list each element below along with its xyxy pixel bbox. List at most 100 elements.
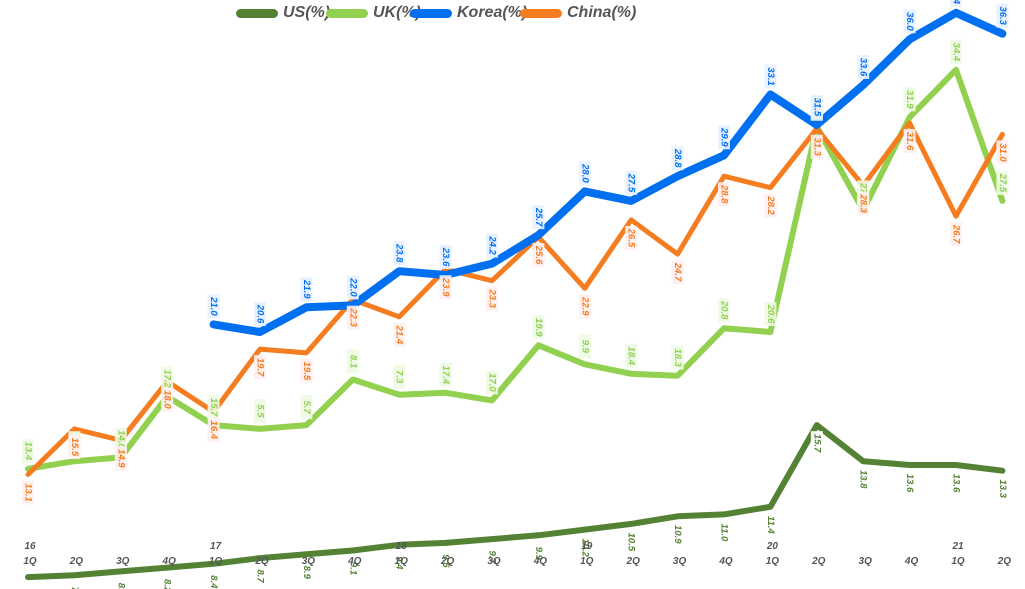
svg-text:31.6: 31.6 bbox=[904, 132, 915, 151]
data-label-china-11: 25.6 bbox=[532, 243, 545, 267]
data-label-korea-7: 22.0 bbox=[346, 275, 359, 300]
data-label-uk-13: 18.4 bbox=[625, 343, 638, 368]
data-label-china-15: 28.8 bbox=[718, 182, 730, 207]
data-label-korea-19: 36.0 bbox=[903, 9, 916, 34]
x-tick-quarter-5: 2Q bbox=[254, 556, 269, 567]
svg-text:10.2: 10.2 bbox=[579, 538, 590, 557]
data-label-china-12: 22.9 bbox=[578, 294, 591, 319]
svg-text:28.2: 28.2 bbox=[765, 195, 776, 215]
data-label-korea-20: 37.4 bbox=[950, 0, 962, 7]
data-label-china-14: 24.7 bbox=[671, 260, 684, 285]
svg-text:9.9: 9.9 bbox=[579, 340, 590, 354]
series-line-uk bbox=[25, 66, 1006, 472]
data-label-us-0: 7.7 bbox=[22, 583, 34, 589]
x-tick-quarter-9: 2Q bbox=[440, 556, 455, 567]
data-label-korea-18: 33.6 bbox=[857, 55, 870, 79]
data-label-korea-12: 28.0 bbox=[578, 161, 591, 186]
svg-text:13.3: 13.3 bbox=[997, 479, 1008, 498]
data-label-us-19: 13.6 bbox=[903, 471, 916, 495]
data-label-korea-5: 20.6 bbox=[254, 302, 266, 326]
svg-text:23.8: 23.8 bbox=[394, 243, 405, 263]
svg-text:28.3: 28.3 bbox=[858, 193, 869, 213]
data-label-korea-6: 21.9 bbox=[300, 277, 313, 302]
data-label-us-18: 13.8 bbox=[857, 467, 870, 492]
data-label-uk-7: 8.1 bbox=[346, 349, 359, 374]
svg-text:28.0: 28.0 bbox=[579, 163, 590, 183]
x-tick-quarter-7: 4Q bbox=[347, 556, 362, 567]
data-label-uk-20: 34.4 bbox=[950, 39, 962, 64]
data-label-uk-6: 5.7 bbox=[300, 395, 313, 420]
svg-text:24.7: 24.7 bbox=[672, 262, 683, 282]
svg-text:28.8: 28.8 bbox=[672, 148, 683, 168]
svg-text:15.5: 15.5 bbox=[69, 438, 80, 457]
data-label-us-1: 7.8 bbox=[68, 581, 81, 589]
svg-text:8.4: 8.4 bbox=[208, 575, 219, 589]
data-label-korea-9: 23.6 bbox=[439, 245, 452, 269]
svg-text:8.2: 8.2 bbox=[162, 579, 173, 589]
svg-text:18.0: 18.0 bbox=[162, 390, 173, 409]
data-label-us-21: 13.3 bbox=[996, 476, 1009, 501]
legend-swatch-uk bbox=[326, 8, 368, 18]
svg-text:24.2: 24.2 bbox=[487, 235, 498, 255]
data-label-korea-13: 27.5 bbox=[625, 170, 638, 195]
x-tick-year-20: 21 bbox=[951, 541, 964, 552]
svg-text:31.3: 31.3 bbox=[811, 137, 822, 156]
legend-label-korea: Korea(%) bbox=[457, 4, 528, 21]
svg-text:7.8: 7.8 bbox=[69, 587, 80, 589]
data-label-china-20: 26.7 bbox=[950, 222, 962, 247]
data-label-china-10: 23.3 bbox=[486, 286, 498, 311]
svg-text:13.1: 13.1 bbox=[23, 483, 34, 502]
svg-text:17.4: 17.4 bbox=[440, 366, 451, 385]
data-label-china-18: 28.3 bbox=[857, 191, 870, 216]
svg-text:17.2: 17.2 bbox=[162, 369, 173, 388]
svg-text:36.0: 36.0 bbox=[904, 12, 915, 31]
svg-text:19.9: 19.9 bbox=[533, 318, 544, 337]
data-label-uk-5: 5.5 bbox=[254, 398, 266, 423]
svg-text:21.4: 21.4 bbox=[394, 325, 405, 345]
data-label-china-16: 28.2 bbox=[764, 193, 777, 218]
svg-text:31.9: 31.9 bbox=[904, 90, 915, 109]
svg-text:8.7: 8.7 bbox=[255, 569, 266, 583]
svg-text:28.8: 28.8 bbox=[719, 184, 730, 204]
data-label-us-15: 11.0 bbox=[718, 520, 730, 545]
data-labels: 7.7 7.8 8.0 8.2 8.4 8.7 8.9 9.1 9.4 9.5 9.7 9.9 10.2… bbox=[22, 0, 1009, 589]
svg-text:8.0: 8.0 bbox=[115, 583, 126, 589]
data-label-china-2: 14.9 bbox=[114, 446, 127, 471]
data-label-uk-16: 20.6 bbox=[764, 302, 777, 326]
data-label-china-19: 31.6 bbox=[903, 129, 916, 153]
svg-text:22.9: 22.9 bbox=[579, 296, 590, 316]
svg-text:20.6: 20.6 bbox=[765, 304, 776, 324]
svg-text:10.9: 10.9 bbox=[672, 525, 683, 544]
svg-text:17.0: 17.0 bbox=[487, 373, 498, 392]
data-label-korea-16: 33.1 bbox=[764, 64, 777, 89]
data-label-china-1: 15.5 bbox=[68, 434, 81, 459]
legend-swatch-us bbox=[236, 8, 278, 18]
legend-item-uk: UK(%) bbox=[326, 2, 421, 24]
svg-text:21.0: 21.0 bbox=[208, 296, 219, 316]
data-label-us-13: 10.5 bbox=[625, 529, 638, 554]
x-tick-quarter-4: 1Q bbox=[209, 556, 223, 567]
svg-text:25.7: 25.7 bbox=[533, 207, 544, 227]
svg-text:13.6: 13.6 bbox=[904, 474, 915, 493]
x-tick-quarter-0: 1Q bbox=[23, 556, 37, 567]
data-label-china-17: 31.3 bbox=[810, 134, 823, 159]
data-label-korea-14: 28.8 bbox=[671, 146, 684, 171]
data-label-uk-11: 19.9 bbox=[532, 315, 545, 340]
x-tick-quarter-11: 4Q bbox=[533, 556, 548, 567]
data-label-china-0: 13.1 bbox=[22, 480, 34, 505]
data-label-china-21: 31.0 bbox=[996, 140, 1009, 165]
data-label-us-7: 9.1 bbox=[346, 556, 359, 581]
x-tick-quarter-8: 1Q bbox=[395, 556, 409, 567]
legend-item-china: China(%) bbox=[520, 2, 636, 24]
svg-text:26.5: 26.5 bbox=[626, 228, 637, 248]
svg-text:20.6: 20.6 bbox=[255, 304, 266, 324]
x-tick-quarter-3: 4Q bbox=[162, 556, 177, 567]
svg-text:11.4: 11.4 bbox=[765, 516, 776, 535]
svg-text:23.9: 23.9 bbox=[440, 277, 451, 297]
data-label-korea-11: 25.7 bbox=[532, 205, 545, 230]
svg-text:36.3: 36.3 bbox=[997, 6, 1008, 25]
data-label-korea-4: 21.0 bbox=[207, 294, 220, 319]
svg-text:19.5: 19.5 bbox=[301, 362, 312, 381]
x-tick-year-16: 20 bbox=[766, 541, 779, 552]
svg-text:8.1: 8.1 bbox=[347, 355, 358, 368]
